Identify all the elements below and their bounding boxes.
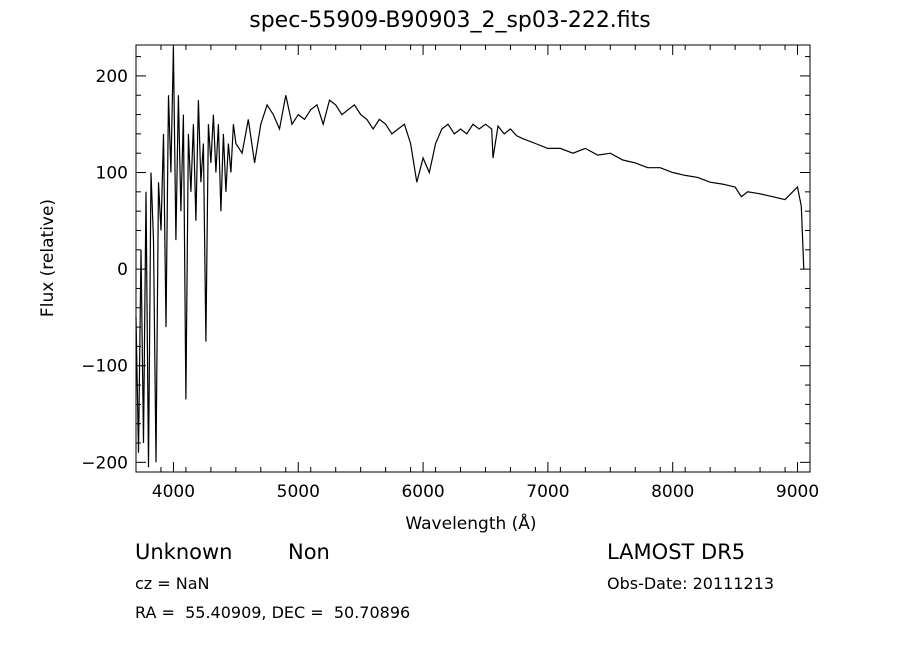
y-axis-label: Flux (relative) (38, 199, 58, 317)
y-tick-label: −100 (81, 357, 128, 377)
x-tick-label: 6000 (401, 482, 444, 502)
x-axis-label: Wavelength (Å) (405, 512, 536, 534)
chart-title: spec-55909-B90903_2_sp03-222.fits (249, 8, 651, 33)
axis-ticks (135, 45, 811, 472)
object-class-label: Unknown (135, 540, 233, 564)
x-tick-label: 7000 (526, 482, 569, 502)
x-tick-label: 9000 (776, 482, 819, 502)
obs-date-label: Obs-Date: 20111213 (607, 574, 775, 593)
y-tick-label: 100 (96, 164, 128, 184)
y-tick-label: −200 (81, 453, 128, 473)
object-subclass-label: Non (288, 540, 330, 564)
coordinates-label: RA = 55.40909, DEC = 50.70896 (135, 603, 411, 622)
plot-frame (135, 44, 811, 473)
x-tick-label: 5000 (277, 482, 320, 502)
y-tick-label: 0 (117, 260, 128, 280)
survey-label: LAMOST DR5 (607, 540, 746, 564)
x-tick-label: 4000 (152, 482, 195, 502)
redshift-label: cz = NaN (135, 574, 210, 593)
axis-tick-labels: 4000 5000 6000 7000 8000 9000 −200 −100 0 100 200 (81, 67, 819, 502)
spectrum-line (135, 46, 805, 468)
y-tick-label: 200 (96, 67, 128, 87)
x-tick-label: 8000 (651, 482, 694, 502)
